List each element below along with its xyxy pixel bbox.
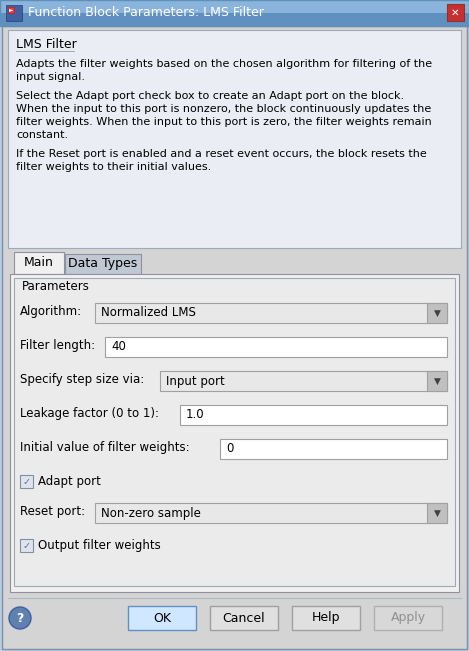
Text: ▼: ▼ — [433, 376, 440, 385]
Bar — [210, 606, 278, 630]
Bar — [95, 503, 447, 523]
Text: Algorithm:: Algorithm: — [20, 305, 82, 318]
Bar — [180, 405, 447, 425]
Bar — [220, 439, 447, 459]
Text: Input port: Input port — [166, 374, 225, 387]
Text: filter weights to their initial values.: filter weights to their initial values. — [16, 162, 211, 172]
Text: Specify step size via:: Specify step size via: — [20, 374, 144, 387]
Bar — [374, 606, 442, 630]
Text: Adapt port: Adapt port — [38, 475, 101, 488]
Text: ▼: ▼ — [433, 508, 440, 518]
Text: ▼: ▼ — [433, 309, 440, 318]
Bar — [8, 7, 14, 13]
Text: ✓: ✓ — [23, 540, 30, 551]
Bar — [0, 13, 469, 26]
Text: Parameters: Parameters — [22, 281, 90, 294]
Bar — [20, 475, 33, 488]
Text: constant.: constant. — [16, 130, 68, 140]
Bar — [105, 337, 447, 357]
Text: Cancel: Cancel — [223, 611, 265, 624]
Text: 0: 0 — [226, 443, 234, 456]
Bar — [128, 606, 196, 630]
Text: Data Types: Data Types — [68, 258, 137, 271]
Text: filter weights. When the input to this port is zero, the filter weights remain: filter weights. When the input to this p… — [16, 117, 432, 127]
Circle shape — [9, 607, 31, 629]
Text: ✓: ✓ — [23, 477, 30, 486]
Text: Leakage factor (0 to 1):: Leakage factor (0 to 1): — [20, 408, 159, 421]
Bar — [160, 371, 447, 391]
Text: Adapts the filter weights based on the chosen algorithm for filtering of the: Adapts the filter weights based on the c… — [16, 59, 432, 69]
Text: OK: OK — [153, 611, 171, 624]
Text: Initial value of filter weights:: Initial value of filter weights: — [20, 441, 189, 454]
Text: 1.0: 1.0 — [186, 408, 204, 421]
Text: ?: ? — [16, 611, 24, 624]
Text: Non-zero sample: Non-zero sample — [101, 506, 201, 519]
Text: If the Reset port is enabled and a reset event occurs, the block resets the: If the Reset port is enabled and a reset… — [16, 149, 427, 159]
Bar — [427, 371, 447, 391]
Bar — [14, 278, 455, 586]
Bar — [8, 30, 461, 248]
Bar — [292, 606, 360, 630]
Text: Normalized LMS: Normalized LMS — [101, 307, 196, 320]
Bar — [427, 303, 447, 323]
Text: LMS Filter: LMS Filter — [16, 38, 77, 51]
Bar — [6, 5, 22, 21]
Text: ✕: ✕ — [451, 8, 460, 18]
Text: Output filter weights: Output filter weights — [38, 540, 161, 553]
Text: Function Block Parameters: LMS Filter: Function Block Parameters: LMS Filter — [28, 7, 264, 20]
Text: input signal.: input signal. — [16, 72, 85, 82]
Bar — [427, 503, 447, 523]
Text: Filter length:: Filter length: — [20, 340, 95, 352]
Bar — [20, 539, 33, 552]
Bar — [10, 274, 459, 592]
Text: Help: Help — [312, 611, 340, 624]
Bar — [14, 252, 64, 274]
Bar — [447, 4, 464, 21]
Text: Reset port:: Reset port: — [20, 505, 85, 518]
Text: Apply: Apply — [390, 611, 425, 624]
Text: When the input to this port is nonzero, the block continuously updates the: When the input to this port is nonzero, … — [16, 104, 431, 114]
Text: ►: ► — [9, 8, 13, 12]
Bar — [95, 303, 447, 323]
Text: Select the Adapt port check box to create an Adapt port on the block.: Select the Adapt port check box to creat… — [16, 91, 404, 101]
Bar — [0, 0, 469, 26]
Text: Main: Main — [24, 256, 54, 270]
Text: 40: 40 — [111, 340, 126, 353]
Bar — [65, 254, 141, 274]
